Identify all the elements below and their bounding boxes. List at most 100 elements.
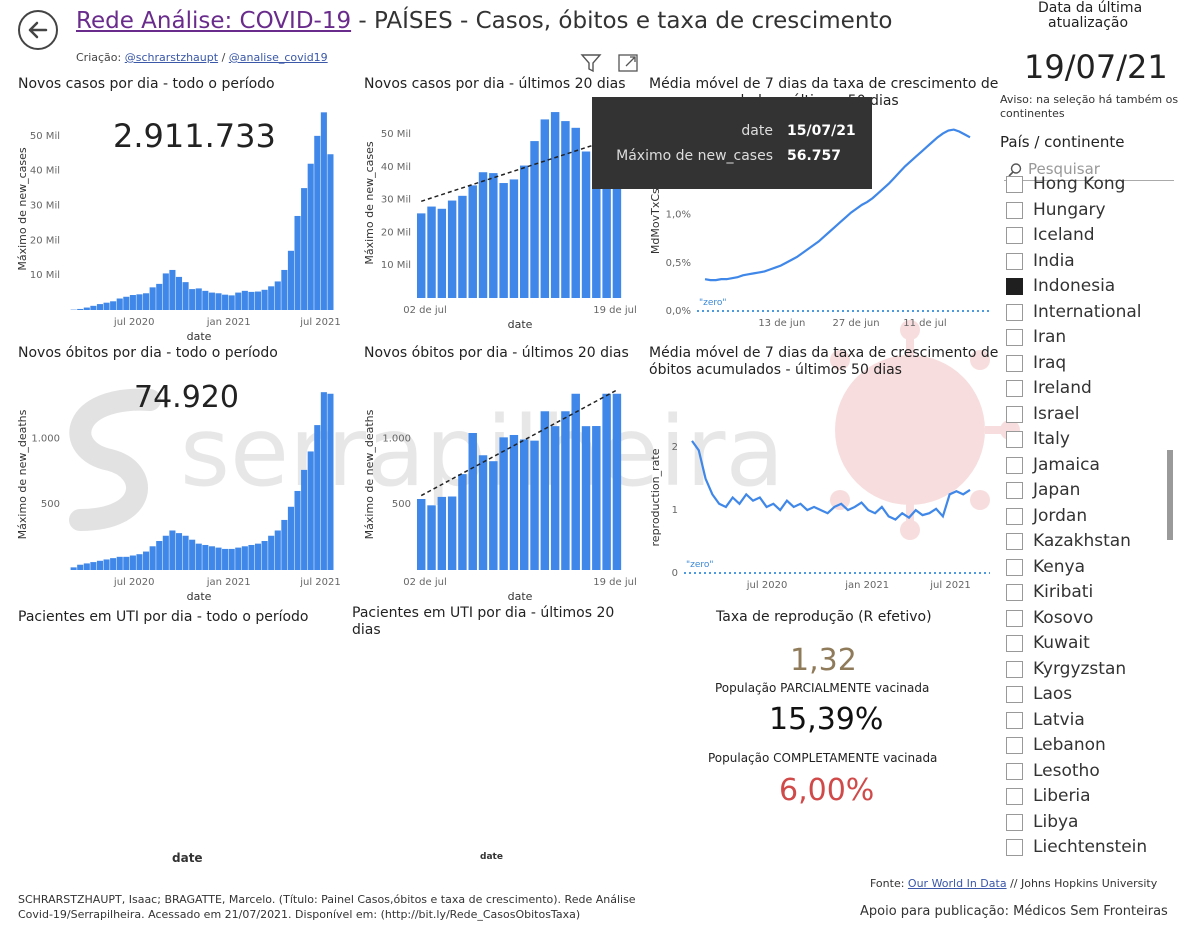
- data-bar: [301, 469, 308, 570]
- slicer-item[interactable]: Iceland: [1006, 225, 1166, 247]
- full-vacc-value: 6,00%: [779, 773, 875, 808]
- source: Fonte: Our World In Data // Johns Hopkin…: [870, 877, 1157, 890]
- slicer-item[interactable]: Lesotho: [1006, 761, 1166, 783]
- x-tick-label: 13 de jun: [758, 318, 805, 329]
- slicer-checkbox[interactable]: [1006, 380, 1023, 397]
- slicer-checkbox[interactable]: [1006, 584, 1023, 601]
- slicer-item[interactable]: Hong Kong: [1006, 174, 1166, 196]
- slicer-checkbox[interactable]: [1006, 201, 1023, 219]
- slicer-item[interactable]: Kenya: [1006, 557, 1166, 579]
- data-bar: [458, 474, 467, 570]
- data-bar: [314, 135, 321, 310]
- data-bar: [241, 290, 248, 310]
- slicer-item[interactable]: Kazakhstan: [1006, 531, 1166, 553]
- back-button[interactable]: [18, 10, 58, 50]
- slicer-item[interactable]: International: [1006, 302, 1166, 324]
- data-bar: [287, 250, 294, 310]
- slicer-checkbox[interactable]: [1006, 354, 1023, 372]
- data-bar: [254, 543, 262, 570]
- data-bar: [228, 295, 235, 310]
- slicer-item[interactable]: Liberia: [1006, 786, 1166, 808]
- slicer-item[interactable]: Liechtenstein: [1006, 837, 1166, 859]
- slicer-item[interactable]: Laos: [1006, 684, 1166, 706]
- slicer-scrollbar[interactable]: [1167, 450, 1173, 540]
- slicer-item[interactable]: Indonesia: [1006, 276, 1166, 298]
- data-bar: [417, 213, 426, 298]
- slicer-checkbox[interactable]: [1006, 839, 1023, 856]
- slicer-checkbox[interactable]: [1006, 405, 1023, 423]
- data-bar: [550, 426, 560, 570]
- slicer-item[interactable]: Ireland: [1006, 378, 1166, 400]
- x-tick-label: jan 2021: [844, 580, 889, 591]
- slicer-checkbox[interactable]: [1006, 227, 1023, 244]
- slicer-item[interactable]: Japan: [1006, 480, 1166, 502]
- source-link[interactable]: Our World In Data: [907, 877, 1007, 890]
- slicer-checkbox[interactable]: [1006, 558, 1023, 576]
- slicer-item[interactable]: Jordan: [1006, 506, 1166, 528]
- data-bar: [261, 289, 268, 310]
- slicer-checkbox[interactable]: [1006, 660, 1023, 678]
- slicer-item[interactable]: Jamaica: [1006, 455, 1166, 477]
- slicer-checkbox[interactable]: [1006, 813, 1023, 831]
- full-vacc-label: População COMPLETAMENTE vacinada: [708, 751, 938, 765]
- slicer-item-label: Jordan: [1033, 505, 1088, 526]
- slicer-item[interactable]: India: [1006, 251, 1166, 273]
- slicer-item[interactable]: Kiribati: [1006, 582, 1166, 604]
- x-axis-label: date: [187, 330, 212, 343]
- slicer-item[interactable]: Iran: [1006, 327, 1166, 349]
- slicer-checkbox[interactable]: [1006, 507, 1023, 525]
- slicer-search[interactable]: Pesquisar: [1004, 160, 1174, 181]
- slicer-item[interactable]: Israel: [1006, 404, 1166, 426]
- slicer-checkbox[interactable]: [1006, 482, 1023, 499]
- y-tick-label: 2: [672, 442, 678, 453]
- data-bar: [458, 195, 467, 298]
- y-tick-label: 40 Mil: [381, 162, 411, 173]
- slicer-checkbox[interactable]: [1006, 278, 1023, 295]
- slicer-item[interactable]: Hungary: [1006, 200, 1166, 222]
- slicer-item-label: Laos: [1033, 684, 1073, 704]
- title-icu-all: Pacientes em UTI por dia - todo o períod…: [18, 609, 309, 625]
- title-link[interactable]: Rede Análise: COVID-19: [76, 8, 352, 34]
- slicer-item[interactable]: Iraq: [1006, 353, 1166, 375]
- slicer-checkbox[interactable]: [1006, 329, 1023, 346]
- slicer-item[interactable]: Kosovo: [1006, 608, 1166, 630]
- data-bar: [581, 151, 591, 298]
- credits-sep: /: [218, 51, 229, 64]
- slicer-checkbox[interactable]: [1006, 788, 1023, 805]
- slicer-checkbox[interactable]: [1006, 711, 1023, 729]
- slicer-checkbox[interactable]: [1006, 303, 1023, 321]
- slicer-item[interactable]: Lebanon: [1006, 735, 1166, 757]
- filter-icon[interactable]: [580, 54, 602, 73]
- focus-mode-icon[interactable]: [618, 54, 638, 72]
- slicer-checkbox[interactable]: [1006, 176, 1023, 193]
- data-bar: [202, 290, 209, 310]
- data-bar: [83, 307, 90, 310]
- series-line: [704, 128, 971, 282]
- data-bar: [77, 308, 84, 310]
- slicer-checkbox[interactable]: [1006, 252, 1023, 270]
- slicer-checkbox[interactable]: [1006, 762, 1023, 780]
- slicer-checkbox[interactable]: [1006, 737, 1023, 754]
- slicer-item-label: Jamaica: [1033, 454, 1100, 475]
- data-bar: [241, 546, 248, 570]
- data-bar: [83, 563, 90, 570]
- slicer-checkbox[interactable]: [1006, 431, 1023, 448]
- slicer-item[interactable]: Italy: [1006, 429, 1166, 451]
- slicer-item[interactable]: Kyrgyzstan: [1006, 659, 1166, 681]
- update-label-1: Data da última: [1038, 0, 1143, 16]
- data-bar: [254, 291, 262, 310]
- slicer-checkbox[interactable]: [1006, 533, 1023, 550]
- slicer-item[interactable]: Libya: [1006, 812, 1166, 834]
- slicer-item[interactable]: Latvia: [1006, 710, 1166, 732]
- data-bar: [468, 185, 477, 298]
- slicer-item[interactable]: Kuwait: [1006, 633, 1166, 655]
- chart-deaths-20: 500 1.000 02 de jul 19 de jul date Máximo de …: [363, 389, 637, 603]
- data-bar: [136, 554, 143, 570]
- credit-link-1[interactable]: @schrarstzhaupt: [124, 51, 219, 64]
- slicer-checkbox[interactable]: [1006, 609, 1023, 627]
- slicer-checkbox[interactable]: [1006, 635, 1023, 652]
- y-tick-label: 10 Mil: [381, 260, 411, 271]
- slicer-checkbox[interactable]: [1006, 686, 1023, 703]
- credit-link-2[interactable]: @analise_covid19: [228, 51, 328, 64]
- slicer-checkbox[interactable]: [1006, 456, 1023, 474]
